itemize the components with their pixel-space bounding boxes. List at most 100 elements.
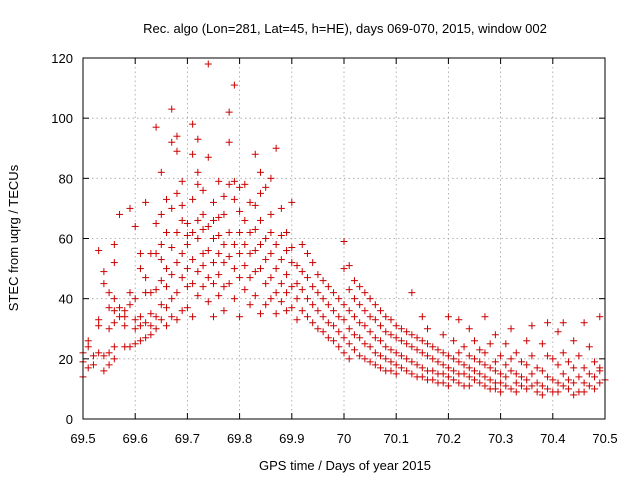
data-point bbox=[450, 355, 458, 363]
data-point bbox=[497, 352, 505, 360]
data-point bbox=[142, 334, 150, 342]
data-point bbox=[356, 352, 364, 360]
data-point bbox=[361, 340, 369, 348]
data-point bbox=[377, 337, 385, 345]
data-point bbox=[178, 250, 186, 258]
data-point bbox=[559, 349, 567, 357]
data-point bbox=[533, 379, 541, 387]
data-point bbox=[575, 373, 583, 381]
data-point bbox=[142, 319, 150, 327]
data-point bbox=[502, 340, 510, 348]
data-point bbox=[157, 241, 165, 249]
data-point bbox=[591, 385, 599, 393]
data-point bbox=[105, 325, 113, 333]
y-tick-label: 20 bbox=[59, 352, 73, 367]
data-point bbox=[465, 364, 473, 372]
data-point bbox=[157, 168, 165, 176]
data-point bbox=[272, 144, 280, 152]
data-point bbox=[497, 370, 505, 378]
data-point bbox=[507, 325, 515, 333]
data-point bbox=[236, 274, 244, 282]
data-point bbox=[340, 334, 348, 342]
data-point bbox=[283, 228, 291, 236]
data-point bbox=[471, 337, 478, 345]
data-point bbox=[591, 358, 599, 366]
data-point bbox=[241, 241, 249, 249]
data-point bbox=[580, 319, 588, 327]
data-point bbox=[215, 250, 223, 258]
data-point bbox=[256, 310, 264, 318]
data-point bbox=[554, 379, 562, 387]
data-point bbox=[335, 313, 343, 321]
data-point bbox=[554, 361, 562, 369]
data-point bbox=[210, 216, 217, 224]
data-point bbox=[549, 376, 557, 384]
data-point bbox=[173, 147, 181, 155]
data-point bbox=[147, 310, 155, 318]
data-point bbox=[84, 343, 92, 351]
data-point bbox=[403, 367, 411, 375]
data-point bbox=[272, 265, 280, 273]
data-point bbox=[377, 364, 385, 372]
data-point bbox=[434, 358, 442, 366]
data-point bbox=[293, 280, 301, 288]
data-point bbox=[335, 343, 343, 351]
data-point bbox=[215, 271, 223, 279]
data-point bbox=[215, 177, 223, 185]
data-point bbox=[455, 349, 463, 357]
data-point bbox=[277, 204, 285, 212]
data-point bbox=[429, 376, 437, 384]
data-point bbox=[330, 337, 338, 345]
data-point bbox=[340, 316, 348, 324]
data-point bbox=[418, 349, 426, 357]
data-point bbox=[418, 313, 426, 321]
data-point bbox=[517, 382, 525, 390]
data-point bbox=[293, 295, 301, 303]
data-point bbox=[152, 250, 160, 258]
data-point bbox=[204, 274, 212, 282]
data-point bbox=[314, 289, 322, 297]
data-point bbox=[241, 286, 249, 294]
data-point bbox=[387, 367, 395, 375]
data-point bbox=[84, 337, 92, 345]
x-tick-label: 69.8 bbox=[227, 431, 252, 446]
data-point bbox=[418, 373, 426, 381]
data-point bbox=[199, 283, 207, 291]
data-point bbox=[210, 235, 217, 242]
data-point bbox=[544, 319, 552, 327]
data-point bbox=[157, 277, 165, 285]
data-point bbox=[251, 268, 259, 276]
data-point bbox=[403, 328, 411, 336]
data-point bbox=[152, 325, 160, 333]
data-point bbox=[330, 289, 338, 297]
data-point bbox=[585, 370, 593, 378]
data-point bbox=[486, 340, 494, 348]
data-point bbox=[502, 382, 510, 390]
data-point bbox=[173, 316, 181, 324]
data-point bbox=[559, 370, 567, 378]
data-point bbox=[105, 361, 113, 369]
data-point bbox=[356, 319, 364, 327]
data-point bbox=[345, 340, 353, 348]
data-point bbox=[152, 219, 160, 227]
data-point bbox=[340, 301, 348, 309]
data-point bbox=[319, 328, 327, 336]
data-point bbox=[502, 373, 510, 381]
data-point bbox=[288, 283, 296, 291]
data-point bbox=[204, 153, 212, 161]
data-point bbox=[387, 346, 395, 354]
y-tick-label: 0 bbox=[66, 412, 73, 427]
data-point bbox=[507, 367, 515, 375]
data-point bbox=[163, 195, 171, 203]
data-point bbox=[194, 235, 202, 242]
data-point bbox=[110, 241, 118, 249]
data-point bbox=[121, 313, 129, 321]
x-tick-label: 69.5 bbox=[70, 431, 95, 446]
data-point bbox=[413, 346, 421, 354]
data-point bbox=[319, 295, 327, 303]
data-point bbox=[178, 307, 186, 315]
data-point bbox=[178, 177, 186, 185]
data-point bbox=[199, 250, 207, 258]
data-point bbox=[272, 289, 280, 297]
data-point bbox=[183, 283, 191, 291]
